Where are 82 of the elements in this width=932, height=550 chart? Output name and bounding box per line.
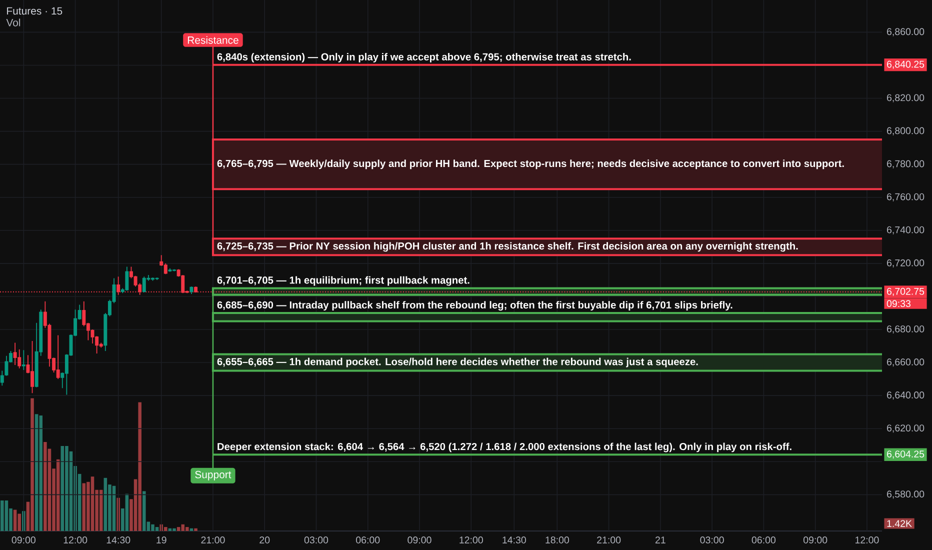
bar <box>155 527 159 531</box>
chart-title: Vol <box>6 18 20 26</box>
band-label: 6,685–6,690 — Intraday pullback shelf from the rebound leg; often the first buyable dip if 6,701 slips briefly. <box>217 301 732 311</box>
y-tick-label: 6,604.25 <box>887 450 924 459</box>
text: Futures · 15 <box>7 7 62 15</box>
x-tick-label: 14:30 <box>106 536 130 544</box>
x-tick-label: 06:00 <box>752 536 776 544</box>
bar <box>112 486 116 531</box>
candlestick <box>0 370 4 386</box>
bar <box>65 446 68 531</box>
bar <box>60 446 64 531</box>
y-tick-label: 6,620.00 <box>887 424 924 433</box>
bar <box>151 524 154 531</box>
x-tick-label: 21:00 <box>201 536 225 544</box>
y-tick-label: 6,720.00 <box>887 259 924 268</box>
band-label: 6,765–6,795 — Weekly/daily supply and prior HH band. Expect stop-runs here; needs decisive acceptance to convert into support. <box>217 160 844 170</box>
x-tick-label: 19 <box>156 536 166 544</box>
candlestick <box>4 355 8 376</box>
y-tick-label: 6,760.00 <box>887 193 924 202</box>
x-tick-label: 21:00 <box>597 536 621 544</box>
bar <box>99 490 103 531</box>
x-tick-label: 14:30 <box>502 536 526 544</box>
bar <box>30 398 34 531</box>
bar <box>142 491 146 531</box>
bar <box>56 459 60 531</box>
annotation: Resistance <box>188 36 238 44</box>
bar <box>176 527 180 531</box>
text: 1.42K <box>887 520 912 527</box>
x-tick-label: 12:00 <box>460 536 483 544</box>
candlestick <box>190 286 194 294</box>
y-tick-label: 6,680.00 <box>887 325 924 334</box>
bar <box>39 416 43 531</box>
bar <box>13 510 17 531</box>
x-tick-label: 03:00 <box>700 536 724 544</box>
bar <box>90 476 94 531</box>
bar <box>116 498 120 531</box>
y-tick-label: 6,660.00 <box>887 358 924 367</box>
bar <box>4 500 8 531</box>
text: 09:33 <box>886 300 911 308</box>
x-tick-label: 20 <box>260 536 270 544</box>
x-tick-label: 12:00 <box>855 536 879 544</box>
bar <box>172 528 176 531</box>
bar <box>22 511 26 531</box>
x-tick-label: 03:00 <box>304 536 328 544</box>
x-tick-label: 09:00 <box>12 536 36 544</box>
x-tick-label: 09:00 <box>803 536 828 544</box>
ref-line-label: Deeper extension stack: 6,604 → 6,564 → 6,520 (1.272 / 1.618 / 2.000 extensions of the last leg). Only in play on risk-off. <box>218 442 792 452</box>
y-tick-label: 6,580.00 <box>887 490 924 499</box>
bar <box>44 442 47 531</box>
y-tick-label: 6,800.00 <box>887 127 924 136</box>
y-tick-label: 6,780.00 <box>887 160 924 168</box>
y-tick-label: 6,820.00 <box>887 94 924 102</box>
bar <box>104 478 108 531</box>
bar <box>34 414 38 531</box>
y-tick-label: 6,840.25 <box>887 60 924 69</box>
bar <box>18 514 21 531</box>
bar <box>194 528 198 531</box>
x-tick-label: 06:00 <box>356 536 380 544</box>
band-label: 6,701–6,705 — 1h equilibrium; first pullback magnet. <box>217 276 470 286</box>
band-label: 6,725–6,735 — Prior NY session high/POH cluster and 1h resistance shelf. First decision area on any overnight strength. <box>217 242 798 252</box>
candlestick <box>22 350 26 370</box>
y-tick-label: 6,702.75 <box>887 288 924 296</box>
ref-line-label: 6,840s (extension) — Only in play if we accept above 6,795; otherwise treat as stretch. <box>217 52 631 62</box>
x-tick-label: 12:00 <box>64 536 88 544</box>
y-tick-label: 6,860.00 <box>887 28 924 36</box>
candlestick <box>168 268 172 272</box>
bar <box>0 500 4 531</box>
annotation: Support <box>195 470 232 480</box>
x-tick-label: 21 <box>655 536 666 544</box>
candlestick <box>13 342 17 366</box>
bar <box>82 483 86 531</box>
x-tick-label: 18:00 <box>546 536 570 544</box>
candlestick <box>155 277 159 280</box>
y-tick-label: 6,740.00 <box>887 226 924 234</box>
bar <box>138 402 142 531</box>
y-tick-label: 6,640.00 <box>887 392 924 400</box>
candlestick <box>56 334 60 380</box>
bar <box>125 494 129 531</box>
candlestick <box>142 276 146 293</box>
band-label: 6,655–6,665 — 1h demand pocket. Lose/hold here decides whether the rebound was just a squeeze. <box>217 358 698 368</box>
x-tick-label: 09:00 <box>408 536 432 544</box>
candlestick <box>125 266 129 292</box>
